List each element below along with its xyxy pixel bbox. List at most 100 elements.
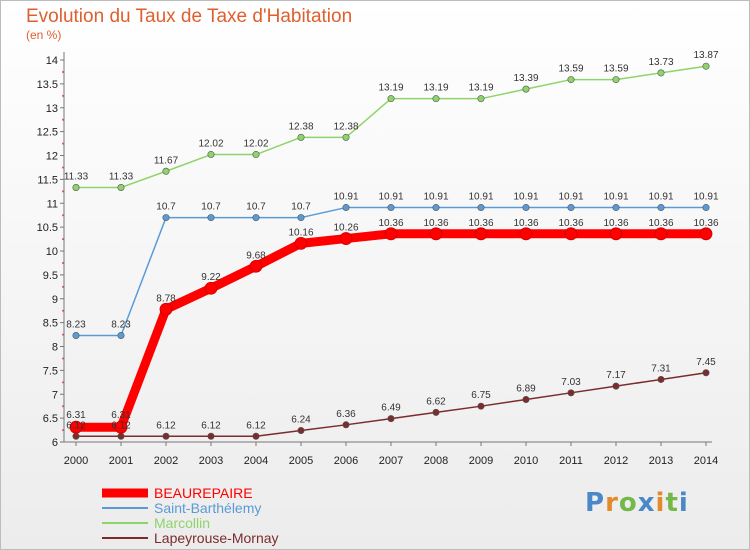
data-point [252, 432, 260, 440]
y-tick-label: 11.5 [37, 174, 58, 186]
data-label: 10.36 [423, 218, 448, 229]
x-tick-label: 2013 [649, 455, 673, 467]
data-point [207, 151, 215, 159]
data-label: 6.75 [471, 390, 491, 401]
data-point [252, 214, 260, 222]
data-label: 6.31 [66, 410, 86, 421]
data-label: 6.24 [291, 415, 311, 426]
y-minor-tick [62, 70, 64, 73]
data-point [72, 332, 80, 340]
y-minor-tick [62, 429, 64, 432]
data-point [69, 420, 83, 434]
data-point [522, 204, 530, 212]
y-tick-label: 10.5 [37, 222, 58, 234]
data-label: 10.7 [246, 202, 266, 213]
data-label: 10.36 [513, 218, 538, 229]
y-tick-label: 9 [52, 294, 58, 306]
data-label: 10.36 [603, 218, 628, 229]
data-point [612, 204, 620, 212]
data-label: 10.91 [378, 192, 403, 203]
legend-label: BEAUREPAIRE [154, 485, 253, 501]
data-point [477, 95, 485, 103]
data-point [72, 183, 80, 191]
y-tick-label: 13.5 [37, 79, 58, 91]
y-minor-tick [62, 238, 64, 241]
data-label: 10.91 [693, 192, 718, 203]
data-point [162, 214, 170, 222]
data-point [474, 227, 488, 241]
data-label: 9.22 [201, 272, 221, 283]
data-label: 13.19 [423, 83, 448, 94]
data-point [339, 232, 353, 245]
y-minor-tick [62, 118, 64, 121]
data-point [249, 259, 263, 273]
y-tick-label: 10 [46, 246, 58, 258]
y-minor-tick [62, 285, 64, 288]
x-tick-label: 2003 [199, 455, 223, 467]
data-label: 10.26 [333, 223, 358, 234]
data-label: 6.12 [246, 420, 266, 431]
data-label: 13.19 [378, 83, 403, 94]
legend-label: Lapeyrouse-Mornay [154, 530, 279, 546]
data-point [297, 133, 305, 141]
data-label: 10.91 [468, 192, 493, 203]
y-minor-tick [62, 261, 64, 264]
data-label: 13.19 [468, 83, 493, 94]
y-tick-label: 14 [46, 55, 58, 67]
data-label: 10.36 [693, 218, 718, 229]
data-point [207, 432, 215, 440]
data-label: 6.12 [201, 420, 221, 431]
y-tick-label: 13 [46, 103, 58, 115]
data-point [297, 214, 305, 222]
x-tick-label: 2002 [154, 455, 178, 467]
data-label: 12.38 [333, 121, 358, 132]
legend-label: Saint-Barthélemy [154, 500, 261, 516]
y-minor-tick [62, 405, 64, 408]
data-label: 10.36 [648, 218, 673, 229]
chart-subtitle: (en %) [26, 28, 62, 42]
data-label: 10.7 [291, 202, 311, 213]
x-tick-label: 2005 [289, 455, 313, 467]
data-label: 6.62 [426, 396, 446, 407]
y-minor-tick [62, 357, 64, 360]
y-tick-label: 12.5 [37, 127, 58, 139]
data-point [564, 227, 578, 241]
x-tick-label: 2010 [514, 455, 538, 467]
data-label: 11.67 [154, 155, 179, 166]
data-label: 6.12 [66, 420, 86, 431]
data-label: 13.59 [558, 64, 583, 75]
data-point [522, 396, 530, 404]
data-point [294, 236, 308, 250]
data-point [252, 151, 260, 159]
data-label: 10.36 [468, 218, 493, 229]
y-minor-tick [62, 214, 64, 217]
x-tick-label: 2008 [424, 455, 448, 467]
data-point [702, 62, 710, 70]
data-point [342, 204, 350, 212]
y-tick-label: 6.5 [43, 413, 58, 425]
data-point [702, 369, 710, 377]
data-label: 10.7 [156, 202, 176, 213]
data-point [159, 302, 173, 316]
data-label: 11.33 [109, 171, 134, 182]
data-label: 10.7 [201, 202, 221, 213]
y-minor-tick [62, 309, 64, 312]
data-label: 10.91 [648, 192, 673, 203]
data-label: 10.36 [378, 218, 403, 229]
chart-title: Evolution du Taux de Taxe d'Habitation [26, 6, 353, 27]
x-tick-label: 2014 [694, 455, 718, 467]
y-minor-tick [62, 333, 64, 336]
data-point [117, 332, 125, 340]
data-point [657, 375, 665, 383]
data-label: 10.91 [513, 192, 538, 203]
x-tick-label: 2007 [379, 455, 403, 467]
data-label: 7.31 [651, 363, 671, 374]
data-point [297, 427, 305, 435]
data-label: 8.78 [156, 293, 176, 304]
data-label: 13.39 [513, 73, 538, 84]
x-tick-label: 2000 [64, 455, 88, 467]
data-point [387, 95, 395, 103]
legend-label: Marcollin [154, 515, 210, 531]
